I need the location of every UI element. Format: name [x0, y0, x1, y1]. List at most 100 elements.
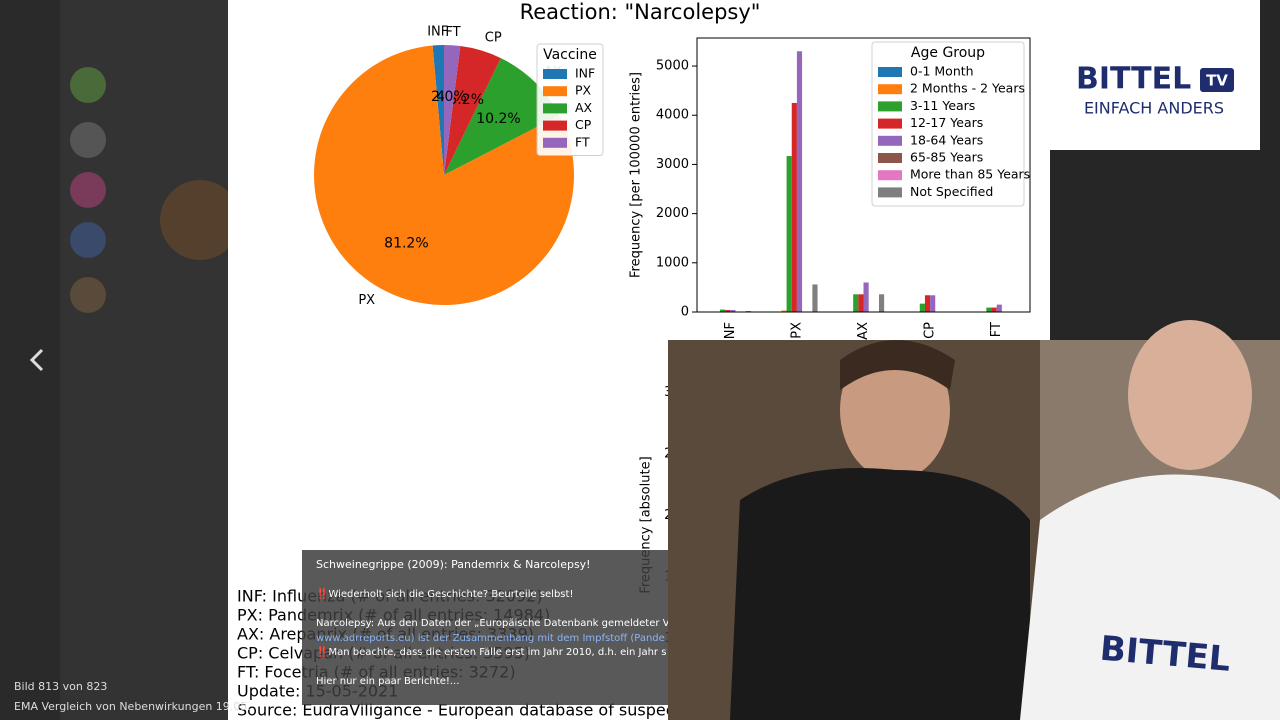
x-tick-label: AX — [856, 322, 871, 340]
blurred-avatar — [70, 222, 106, 258]
pie-value-label: 81.2% — [384, 235, 428, 251]
bar — [791, 102, 797, 313]
legend-swatch — [878, 135, 902, 146]
logo-brand: BITTEL — [1076, 62, 1191, 97]
legend-label: INF — [575, 66, 595, 81]
legend-label: CP — [575, 117, 592, 132]
legend-swatch — [878, 187, 902, 198]
bar — [858, 294, 864, 312]
legend-title: Vaccine — [543, 47, 597, 63]
y-tick-label: 1000 — [656, 255, 689, 270]
legend-swatch — [543, 120, 567, 131]
y-tick-label: 3000 — [656, 157, 689, 172]
legend-label: 3-11 Years — [910, 98, 975, 113]
caption-box — [302, 550, 668, 705]
blurred-avatar — [70, 172, 106, 208]
bar — [786, 156, 792, 312]
legend-swatch — [543, 69, 567, 79]
bar — [725, 310, 731, 312]
blurred-sidebar — [60, 0, 230, 720]
legend-swatch — [543, 103, 567, 114]
y-axis-label: Frequency [per 100000 entries] — [629, 72, 644, 278]
caption-line: Narcolepsy: Aus den Daten der „Europäisc… — [316, 618, 670, 629]
file-name: EMA Vergleich von Nebenwirkungen 19.05. — [14, 700, 251, 713]
legend-label: 0-1 Month — [910, 64, 974, 79]
legend-box — [871, 41, 1025, 207]
bar — [719, 309, 726, 312]
blurred-avatar — [70, 122, 106, 158]
bar — [853, 294, 859, 312]
caption-line: www.adrreports.eu) ist der Zusammenhang … — [316, 633, 665, 644]
logo-slogan: EINFACH ANDERS — [1084, 99, 1224, 118]
blurred-pie — [160, 180, 240, 260]
logo-badge: TV — [1206, 72, 1228, 90]
pie-slice — [432, 45, 444, 175]
person-left-hair — [840, 340, 955, 390]
legend-swatch — [543, 137, 567, 148]
legend-label: PX — [575, 83, 592, 98]
legend-label: 65-85 Years — [910, 150, 983, 165]
bar — [919, 303, 925, 312]
legend-label: More than 85 Years — [910, 167, 1030, 182]
legend-label: FT — [575, 134, 590, 149]
pie-slice — [444, 45, 461, 175]
x-tick-label: PX — [789, 322, 804, 339]
bar — [991, 307, 997, 312]
chart-title: Reaction: "Narcolepsy" — [520, 0, 761, 24]
bar — [930, 295, 936, 312]
note-line: Source: EudraViligance - European databa… — [237, 701, 726, 720]
legend-label: 12-17 Years — [910, 115, 983, 130]
pie-value-label: 2.0% — [431, 89, 467, 105]
legend-swatch — [878, 118, 902, 129]
pie-label: CP — [485, 30, 502, 45]
legend-swatch — [543, 86, 567, 97]
x-tick-label: CP — [923, 322, 938, 339]
caption-line: ‼️Man beachte, dass die ersten Fälle ers… — [316, 645, 666, 658]
pie-label: PX — [358, 293, 375, 308]
pie-slice — [314, 45, 574, 305]
caption-line: Schweinegrippe (2009): Pandemrix & Narco… — [316, 558, 591, 571]
webcam: BITTEL — [668, 320, 1280, 720]
legend-swatch — [878, 67, 902, 77]
legend-swatch — [878, 101, 902, 112]
bar — [781, 310, 787, 312]
legend-label: 2 Months - 2 Years — [910, 81, 1025, 96]
image-counter: Bild 813 von 823 — [14, 680, 107, 693]
pie-value-label: 10.2% — [476, 111, 520, 127]
legend-label: 18-64 Years — [910, 132, 983, 147]
person-left-shirt — [730, 468, 1030, 720]
bar — [863, 282, 869, 312]
legend-label: AX — [575, 100, 593, 115]
y-tick-label: 4000 — [656, 108, 689, 123]
pie-slice — [444, 58, 560, 175]
bar — [730, 310, 736, 312]
plot-frame — [696, 37, 1031, 313]
bar — [996, 304, 1002, 312]
prev-arrow[interactable] — [29, 348, 44, 372]
legend-swatch — [878, 84, 902, 95]
bar — [796, 51, 803, 313]
y-tick-label: 5000 — [656, 59, 689, 74]
caption-line: Hier nur ein paar Berichte!... — [316, 676, 459, 687]
pie-label: INF — [427, 25, 448, 40]
bar — [924, 295, 931, 312]
logo-badge-box — [1200, 68, 1234, 92]
x-tick-label: INF — [723, 322, 738, 343]
legend-swatch — [878, 153, 902, 163]
pie-value-label: 5.2% — [448, 92, 484, 108]
caption-line: ‼️Wiederholt sich die Geschichte? Beurte… — [316, 587, 573, 600]
blurred-avatar — [70, 277, 106, 313]
person-right-shirt — [1020, 474, 1280, 720]
x-tick-label: FT — [989, 322, 1004, 337]
caption: Schweinegrippe (2009): Pandemrix & Narco… — [316, 558, 670, 687]
pie-label: FT — [445, 25, 460, 40]
pie-slice — [444, 46, 501, 176]
bar — [878, 294, 885, 312]
y-tick-label: 2000 — [656, 206, 689, 221]
legend-title: Age Group — [911, 45, 985, 61]
legend-swatch — [878, 170, 902, 181]
bar — [986, 307, 992, 312]
bar — [812, 284, 818, 312]
